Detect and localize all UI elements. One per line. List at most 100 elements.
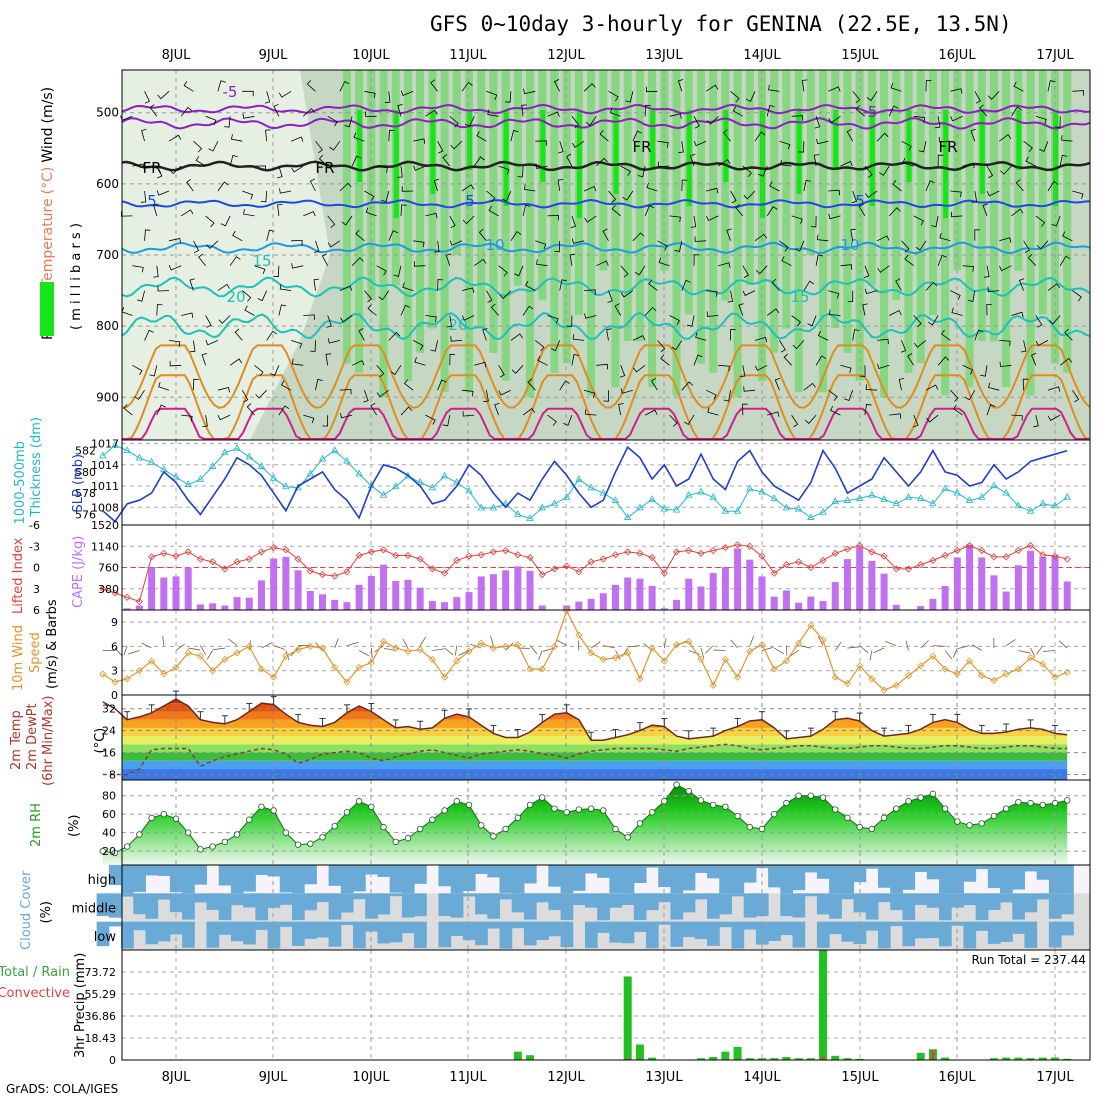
wind-speed-point <box>428 655 436 663</box>
wind-barb <box>620 290 634 298</box>
wind-speed-point <box>331 663 339 672</box>
rh-units: (%) <box>67 815 82 838</box>
wind-barb <box>346 641 359 647</box>
li-point <box>685 546 693 555</box>
wind-barb <box>869 650 873 661</box>
rh-area <box>102 784 1068 865</box>
cloud-cell <box>877 865 891 888</box>
wind-barb <box>414 357 426 366</box>
li-point <box>270 544 278 552</box>
contour-label: FR <box>142 159 161 177</box>
wind-barb <box>169 360 182 367</box>
cloud-cell <box>548 865 562 887</box>
cloud-cell <box>279 893 293 905</box>
wind-barb <box>558 141 564 154</box>
wind-barb <box>864 288 878 295</box>
wind-barb <box>200 645 207 655</box>
rh-moist-column <box>1063 70 1072 373</box>
wind-barb <box>596 363 608 370</box>
cape-bar <box>428 601 436 610</box>
cape-bar <box>355 584 363 610</box>
cloud-cell <box>743 893 757 918</box>
wind-barb <box>829 309 841 316</box>
rh-point <box>1027 799 1034 807</box>
date-label-bottom: 15JUL <box>841 1070 879 1085</box>
cloud-cell <box>829 921 842 935</box>
cloud-cell <box>719 921 732 928</box>
rh-point <box>1002 805 1010 812</box>
cloud-cell <box>475 893 488 915</box>
cloud-cell <box>145 865 159 876</box>
wind-barb <box>123 404 133 416</box>
temp-tick-label: 24 <box>102 725 116 738</box>
thickness-point <box>880 495 888 502</box>
thickness-point <box>306 469 314 477</box>
wind-barb <box>306 80 316 92</box>
rh-moist-column <box>1026 70 1035 396</box>
profile-panel: 500 600 700 800 900 -5 -5 FR FR FR FR 5 5 5 10 10 15 15 20… <box>40 69 1091 441</box>
cloud-cell <box>633 893 647 921</box>
wind-barb <box>1035 215 1046 227</box>
wind-barb <box>645 86 658 93</box>
wind-barb <box>401 186 414 192</box>
li-point <box>734 541 742 549</box>
rh-saturated-column <box>430 110 436 194</box>
rh-moist-column <box>489 70 498 353</box>
cloud-cell <box>755 921 769 945</box>
rh-moist-column <box>721 70 730 301</box>
wind-speed-point <box>819 636 827 644</box>
wind-barb <box>370 648 373 659</box>
thickness-point <box>440 471 449 479</box>
wind-barb <box>953 404 963 416</box>
wind-barb <box>476 131 487 142</box>
cloud-cell <box>145 921 159 945</box>
cape-bar <box>477 576 485 610</box>
rh-saturated-column <box>576 110 582 218</box>
li-point <box>660 569 668 577</box>
wind-barb <box>618 403 624 416</box>
cape-bar <box>526 570 534 610</box>
contour-label: -5 <box>863 103 878 121</box>
cape-bar <box>795 602 803 610</box>
thickness-point <box>416 478 424 485</box>
cloud-cell <box>975 921 989 931</box>
wind-barb <box>614 303 622 316</box>
thickness-point <box>575 474 583 482</box>
rh-tick-label: 60 <box>102 808 116 821</box>
wind-barb <box>939 232 951 242</box>
precip-total-bar <box>782 1057 791 1060</box>
cape-bar <box>868 560 876 610</box>
wind-barb <box>201 353 207 366</box>
rh-saturated-column <box>723 110 729 182</box>
precip-total-bar <box>770 1058 779 1060</box>
cloud-cell <box>267 921 281 949</box>
wind-barb <box>322 415 329 427</box>
rh-moist-column <box>660 70 669 271</box>
li-point <box>221 565 229 573</box>
wind-barb <box>937 254 947 266</box>
wind-barb <box>803 179 812 192</box>
wind-barb <box>218 315 231 324</box>
wind-barb <box>913 414 919 428</box>
wind-barb <box>950 190 962 198</box>
rh-point <box>148 814 155 822</box>
wind-barb <box>501 190 512 202</box>
cloud-cell <box>462 921 476 941</box>
profile-y-label-part: Temperature <box>40 198 56 288</box>
cape-bar <box>648 585 656 610</box>
cloud-cell <box>536 921 549 940</box>
rh-point <box>478 822 485 829</box>
wind-barb <box>913 340 927 348</box>
wind-speed-point <box>1063 668 1071 676</box>
thickness-tick-label: 578 <box>75 487 96 500</box>
li-point <box>257 548 266 556</box>
thickness-tick-label: 576 <box>75 508 96 521</box>
cloud-cell <box>609 893 623 908</box>
rh-saturated-column <box>613 110 619 194</box>
wind-barb <box>454 645 458 656</box>
wind-barb <box>318 154 328 167</box>
wind-barb <box>889 413 902 419</box>
thickness-point <box>917 494 925 501</box>
rh-point <box>490 833 497 840</box>
